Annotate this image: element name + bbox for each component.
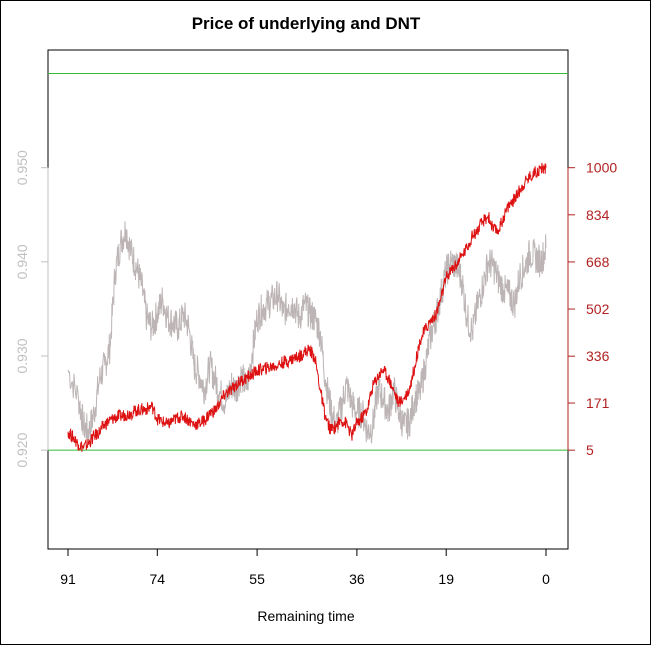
series-line-1 <box>67 162 547 452</box>
series-line-0 <box>67 221 547 444</box>
x-tick-label-2: 55 <box>249 571 265 587</box>
chart-title: Price of underlying and DNT <box>192 14 421 33</box>
left-tick-label-1: 0.930 <box>14 338 30 373</box>
right-tick-label-0: 5 <box>586 442 594 458</box>
left-tick-label-3: 0.950 <box>14 150 30 185</box>
left-axis: 0.920 0.930 0.940 0.950 <box>14 150 49 468</box>
x-tick-label-0: 91 <box>60 571 76 587</box>
right-tick-label-6: 1000 <box>586 160 617 176</box>
right-tick-label-3: 502 <box>586 301 610 317</box>
right-tick-label-4: 668 <box>586 254 610 270</box>
reference-lines <box>48 73 568 451</box>
series-lines <box>67 162 547 452</box>
right-tick-label-2: 336 <box>586 348 610 364</box>
x-tick-label-5: 0 <box>542 571 550 587</box>
x-axis: 91 74 55 36 19 0 <box>60 548 550 587</box>
right-axis: 5 171 336 502 668 834 1000 <box>567 160 617 458</box>
right-tick-label-1: 171 <box>586 395 610 411</box>
x-axis-label: Remaining time <box>257 608 354 624</box>
left-tick-label-0: 0.920 <box>14 432 30 467</box>
x-tick-label-4: 19 <box>438 571 454 587</box>
x-tick-label-3: 36 <box>349 571 365 587</box>
right-tick-label-5: 834 <box>586 207 610 223</box>
left-tick-label-2: 0.940 <box>14 244 30 279</box>
x-tick-label-1: 74 <box>150 571 166 587</box>
